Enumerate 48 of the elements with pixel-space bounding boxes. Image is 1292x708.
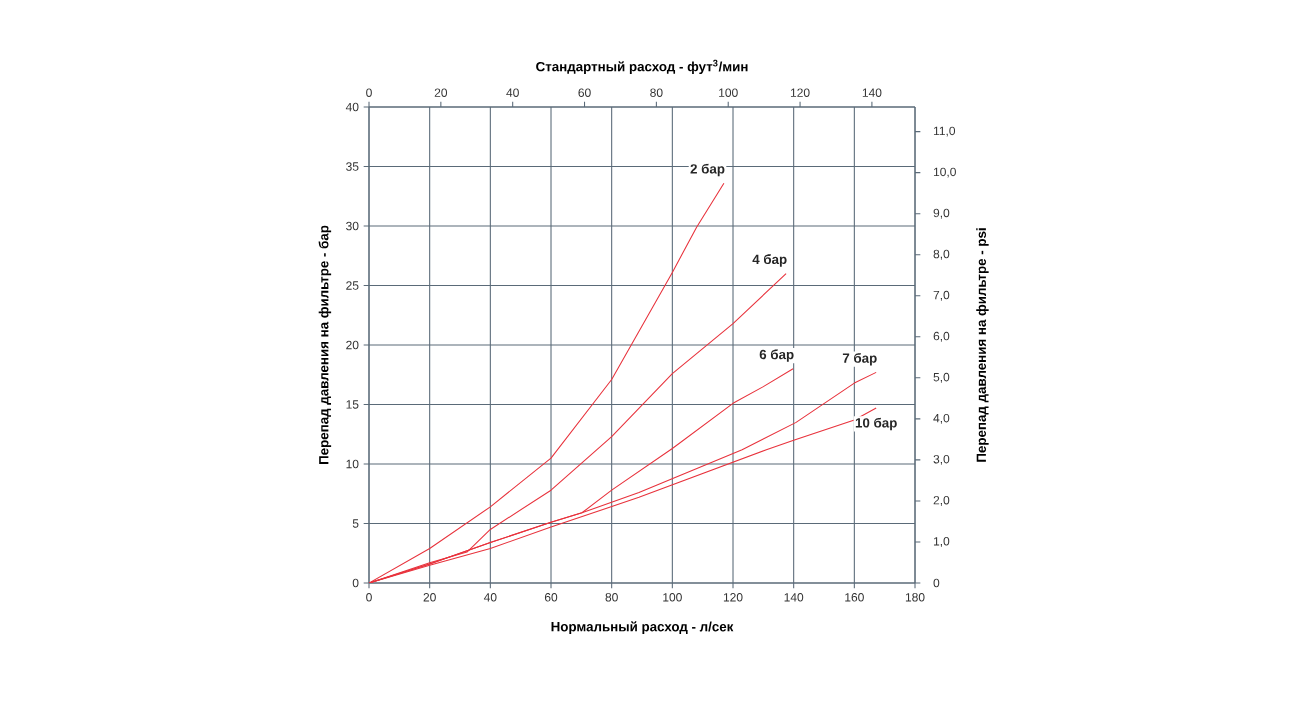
y-tick-label: 10	[346, 459, 359, 469]
x2-tick-label: 120	[790, 88, 810, 97]
y2-tick-label: 0	[933, 578, 940, 588]
x2-axis-title: Стандартный расход - фут$^{3}$/мин	[536, 59, 748, 74]
annotation: 10 бар	[855, 417, 897, 431]
x-tick-label: 160	[845, 593, 864, 602]
y-tick-label: 15	[346, 400, 359, 409]
y2-tick-label: 6,0	[933, 331, 950, 342]
x-tick-label: 180	[905, 593, 925, 602]
y2-tick-label: 3,0	[933, 454, 950, 465]
y2-tick-label: 9,0	[933, 208, 950, 219]
y2-tick-label: 2,0	[933, 495, 950, 506]
x-tick-label: 80	[605, 593, 618, 602]
y-tick-label: 20	[346, 340, 359, 350]
annotation: 6 бар	[759, 349, 794, 362]
y2-tick-label: 7,0	[933, 290, 950, 301]
y2-tick-label: 4,0	[933, 413, 950, 424]
y-tick-label: 30	[346, 221, 359, 231]
x-tick-label: 40	[483, 593, 497, 602]
x-tick-label: 0	[366, 593, 372, 602]
x-tick-label: 140	[784, 593, 804, 602]
x2-tick-label: 140	[862, 88, 882, 97]
y2-tick-label: 11,0	[933, 126, 956, 137]
annotation: 7 бар	[842, 352, 877, 366]
y-tick-label: 25	[346, 281, 359, 290]
annotation: 4 бар	[752, 254, 787, 267]
x-tick-label: 20	[423, 593, 436, 602]
y2-tick-label: 1,0	[933, 537, 950, 547]
x-axis-title: Нормальный расход - л/сек	[551, 621, 734, 635]
y-axis-title: Перепад давления на фильтре - бар	[318, 225, 332, 465]
y2-tick-label: 5,0	[933, 372, 950, 383]
x-tick-label: 100	[663, 593, 682, 602]
x2-tick-label: 20	[434, 88, 448, 97]
y-tick-label: 35	[346, 162, 359, 171]
x2-tick-label: 60	[578, 88, 591, 97]
x2-tick-label: 100	[719, 88, 738, 97]
x-tick-label: 120	[723, 593, 743, 602]
x2-tick-label: 0	[366, 88, 372, 97]
y-tick-label: 5	[352, 519, 359, 528]
annotation: 2 бар	[690, 163, 725, 177]
x-tick-label: 60	[544, 593, 558, 602]
y-tick-label: 0	[352, 578, 359, 588]
y2-tick-label: 10,0	[933, 167, 956, 178]
x2-tick-label: 80	[650, 88, 663, 97]
y2-axis-title: Перепад давления на фильтре - psi	[976, 228, 989, 462]
y-tick-label: 40	[345, 102, 359, 112]
x2-tick-label: 40	[506, 88, 519, 97]
y2-tick-label: 8,0	[933, 249, 950, 260]
